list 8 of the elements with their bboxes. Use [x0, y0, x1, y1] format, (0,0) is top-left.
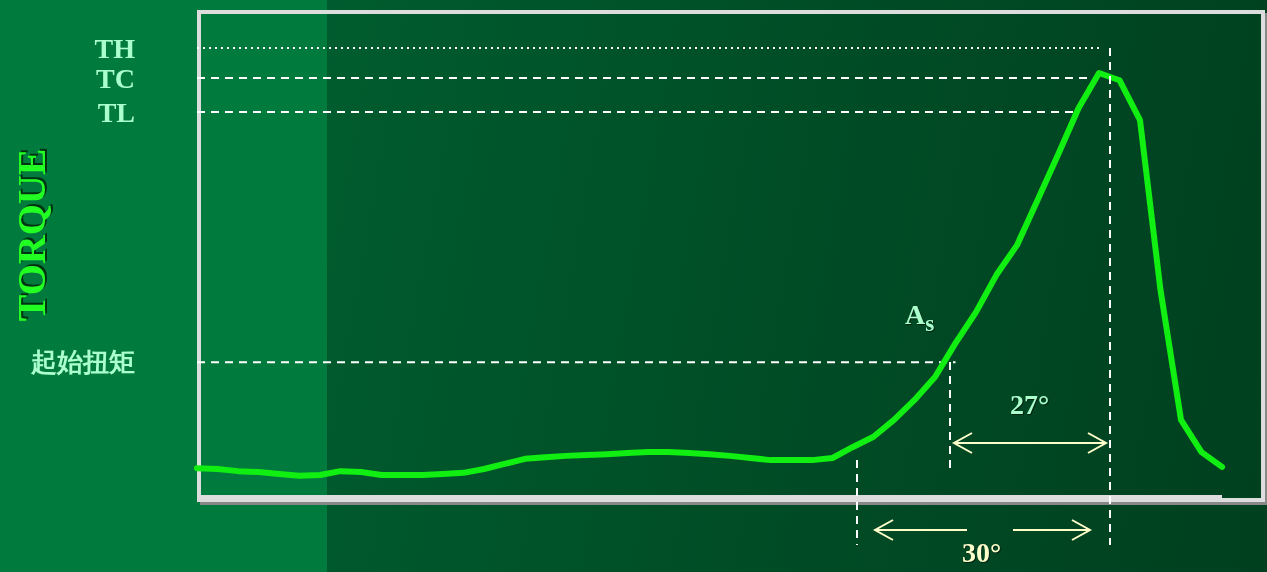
- ref-line-label: TC: [96, 63, 135, 95]
- ref-line-label: TL: [97, 96, 135, 128]
- annotation: 27°: [1010, 389, 1050, 421]
- ref-line-label: 起始扭矩: [30, 348, 135, 378]
- annotation: A$_{s}$: [905, 299, 935, 337]
- y-axis-title: TORQUE: [7, 148, 55, 322]
- ref-line-label: TH: [94, 32, 136, 64]
- text: 30°: [962, 537, 1002, 569]
